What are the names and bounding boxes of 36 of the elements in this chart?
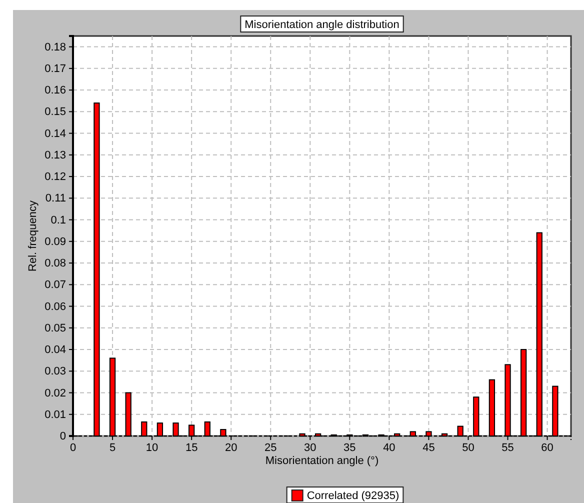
- x-tick-label: 0: [70, 442, 76, 454]
- y-tick-label: 0.02: [44, 387, 66, 400]
- y-tick-label: 0.05: [44, 322, 66, 334]
- x-tick-label: 20: [224, 442, 238, 454]
- y-tick-label: 0.14: [44, 128, 66, 140]
- y-tick-label: 0.06: [44, 300, 66, 313]
- y-tick-label: 0.12: [44, 171, 66, 184]
- y-tick-label: 0.1: [50, 214, 66, 226]
- y-tick-label: 0.15: [44, 106, 66, 118]
- x-tick-label: 25: [264, 442, 277, 454]
- x-tick-label: 60: [541, 442, 554, 454]
- x-tick-label: 5: [109, 442, 116, 454]
- y-tick-label: 0.08: [44, 258, 66, 270]
- y-tick-label: 0.09: [44, 236, 66, 248]
- y-tick-label: 0.07: [44, 279, 66, 292]
- x-tick-label: 50: [462, 442, 474, 454]
- y-tick-label: 0.18: [44, 41, 66, 54]
- y-tick-label: 0.13: [44, 149, 66, 162]
- x-tick-label: 35: [344, 442, 356, 454]
- y-tick-label: 0.17: [44, 62, 66, 75]
- x-tick-label: 30: [304, 442, 316, 454]
- y-axis-title: Rel. frequency: [27, 200, 39, 272]
- x-tick-label: 10: [146, 442, 158, 454]
- legend-label: Correlated (92935): [306, 490, 400, 502]
- chart-title: Misorientation angle distribution: [244, 18, 400, 31]
- x-tick-label: 55: [502, 442, 514, 454]
- y-tick-label: 0.03: [44, 366, 66, 378]
- x-tick-label: 15: [185, 442, 198, 454]
- y-tick-label: 0.01: [44, 408, 66, 421]
- x-tick-label: 45: [422, 442, 435, 454]
- y-tick-label: 0: [60, 430, 66, 443]
- y-tick-label: 0.04: [44, 344, 66, 356]
- y-tick-label: 0.11: [45, 192, 66, 205]
- x-tick-label: 40: [383, 442, 396, 454]
- y-tick-label: 0.16: [44, 84, 66, 97]
- x-axis-title: Misorientation angle (°): [265, 455, 379, 467]
